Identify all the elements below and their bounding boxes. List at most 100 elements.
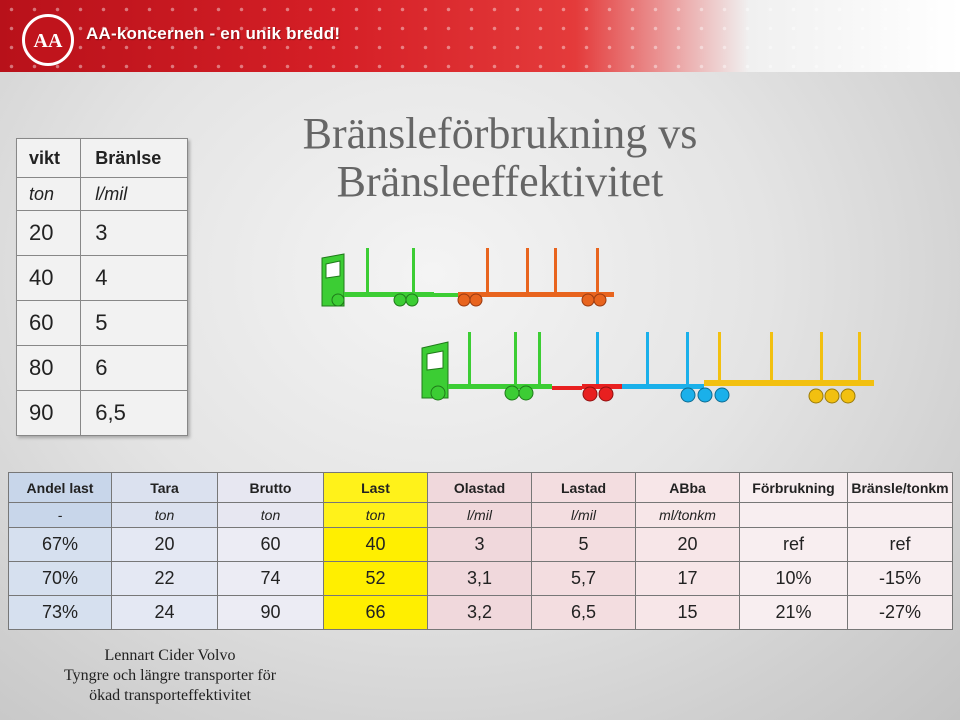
- header-banner: AA AA-koncernen - en unik bredd!: [0, 0, 960, 72]
- wheel-icon: [405, 293, 419, 307]
- wheel-icon: [469, 293, 483, 307]
- column-header: Lastad: [531, 472, 636, 503]
- footer-line-2: Tyngre och längre transporter för: [63, 667, 277, 684]
- table-row: 70% 22 74 52 3,1 5,7 17 10% -15%: [8, 561, 953, 596]
- footer-line-3: ökad transporteffektivitet: [89, 687, 251, 704]
- table-header-row: Andel last Tara Brutto Last Olastad Last…: [8, 472, 953, 503]
- table-row: 80 6: [15, 345, 188, 391]
- table-cell: -27%: [847, 595, 953, 630]
- table-cell: 73%: [8, 595, 112, 630]
- column-header: Förbrukning: [739, 472, 848, 503]
- table-cell: 40: [15, 255, 82, 301]
- stake: [554, 248, 557, 292]
- table-cell: 3,1: [427, 561, 532, 596]
- red-coupling: [552, 386, 582, 390]
- unit-cell: l/mil: [531, 502, 636, 528]
- stake: [412, 248, 415, 292]
- table-cell: 10%: [739, 561, 848, 596]
- column-header: Bränsle/tonkm: [847, 472, 953, 503]
- stake: [770, 332, 773, 382]
- table-cell: 90: [217, 595, 324, 630]
- stake: [486, 248, 489, 292]
- truck-combination-2: [421, 332, 874, 404]
- cab-window-icon: [426, 350, 444, 371]
- wheel-icon: [582, 386, 598, 402]
- tractor-chassis: [344, 292, 434, 297]
- small-table-unit: ton: [15, 177, 82, 211]
- column-header: Tara: [111, 472, 218, 503]
- unit-cell: ton: [111, 502, 218, 528]
- table-cell: 5: [80, 300, 188, 346]
- stake: [596, 248, 599, 292]
- wheel-icon: [518, 385, 534, 401]
- stake: [686, 332, 689, 384]
- unit-cell: l/mil: [427, 502, 532, 528]
- table-row: 67% 20 60 40 3 5 20 ref ref: [8, 527, 953, 562]
- table-cell: 66: [323, 595, 428, 630]
- column-header: Last: [323, 472, 428, 503]
- stake: [596, 332, 599, 384]
- table-cell: 90: [15, 390, 82, 436]
- banner-slogan: AA-koncernen - en unik bredd!: [86, 24, 341, 43]
- column-header: Andel last: [8, 472, 112, 503]
- banner-pattern: [0, 0, 960, 72]
- small-table-header: Bränlse: [80, 138, 188, 178]
- title-line-2: Bränsleeffektivitet: [336, 157, 664, 206]
- footer-line-1: Lennart Cider Volvo: [104, 647, 236, 664]
- table-unit-row: - ton ton ton l/mil l/mil ml/tonkm: [8, 502, 953, 528]
- unit-cell: ton: [323, 502, 428, 528]
- wheel-icon: [680, 387, 696, 403]
- table-cell: ref: [739, 527, 848, 562]
- unit-cell: [739, 502, 848, 528]
- wheel-icon: [457, 293, 471, 307]
- column-header: Brutto: [217, 472, 324, 503]
- aa-logo-icon: AA: [22, 14, 74, 66]
- table-cell: 4: [80, 255, 188, 301]
- red-dolly: [582, 384, 622, 389]
- unit-cell: [847, 502, 953, 528]
- stake: [820, 332, 823, 382]
- table-cell: 6,5: [531, 595, 636, 630]
- trailer-chassis: [458, 292, 614, 297]
- page-title: Bränsleförbrukning vs Bränsleeffektivite…: [230, 110, 770, 206]
- wheel-icon: [331, 293, 345, 307]
- table-cell: 3: [80, 210, 188, 256]
- small-table-header-row: vikt Bränlse: [15, 138, 188, 178]
- table-cell: 5: [531, 527, 636, 562]
- table-cell: 17: [635, 561, 740, 596]
- stake: [526, 248, 529, 292]
- yellow-trailer-chassis: [704, 380, 874, 386]
- table-cell: 60: [15, 300, 82, 346]
- coupling: [434, 293, 458, 297]
- table-cell: 20: [15, 210, 82, 256]
- wheel-icon: [581, 293, 595, 307]
- wheel-icon: [714, 387, 730, 403]
- unit-cell: -: [8, 502, 112, 528]
- aa-logo-mark: AA: [34, 30, 63, 52]
- tractor-chassis: [448, 384, 552, 389]
- table-cell: 21%: [739, 595, 848, 630]
- table-cell: 67%: [8, 527, 112, 562]
- wheel-icon: [430, 385, 446, 401]
- small-table-header: vikt: [15, 138, 82, 178]
- small-table-unit-row: ton l/mil: [15, 177, 188, 211]
- table-cell: 6: [80, 345, 188, 391]
- unit-cell: ton: [217, 502, 324, 528]
- unit-cell: ml/tonkm: [635, 502, 740, 528]
- stake: [646, 332, 649, 384]
- table-row: 73% 24 90 66 3,2 6,5 15 21% -27%: [8, 595, 953, 630]
- table-cell: 24: [111, 595, 218, 630]
- wheel-icon: [504, 385, 520, 401]
- wheel-icon: [393, 293, 407, 307]
- table-cell: 5,7: [531, 561, 636, 596]
- logo-text: AA: [34, 30, 63, 52]
- blue-trailer-chassis: [622, 384, 704, 389]
- table-cell: 15: [635, 595, 740, 630]
- cab-window-icon: [325, 260, 341, 279]
- table-cell: ref: [847, 527, 953, 562]
- table-cell: 20: [111, 527, 218, 562]
- column-header: ABba: [635, 472, 740, 503]
- table-cell: 74: [217, 561, 324, 596]
- table-cell: 6,5: [80, 390, 188, 436]
- table-cell: 22: [111, 561, 218, 596]
